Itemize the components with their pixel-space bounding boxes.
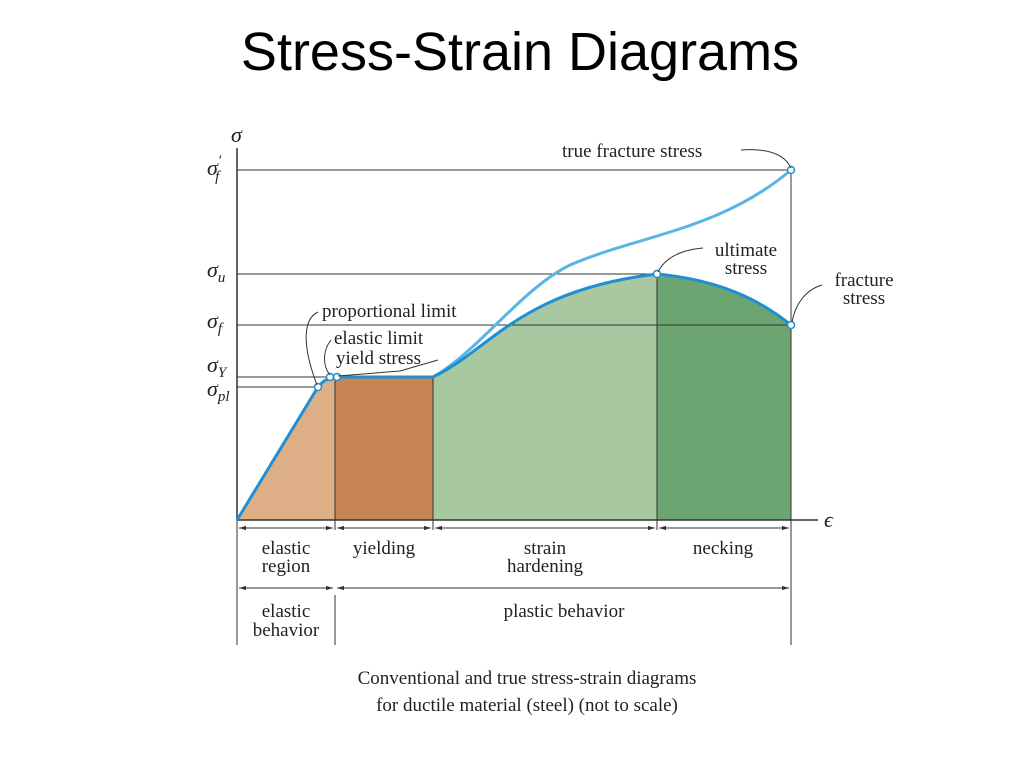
x-symbol: ϵ xyxy=(824,507,834,532)
region-label: hardening xyxy=(507,556,583,577)
points xyxy=(313,165,796,392)
subscript: Y xyxy=(218,365,228,381)
stress-labels: σ′ f σu σf σY σpl xyxy=(207,153,230,405)
y-symbol: σ xyxy=(231,122,243,147)
leaders xyxy=(305,149,823,386)
annotation: yield stress xyxy=(336,348,421,369)
title: Stress-Strain Diagrams xyxy=(241,22,799,82)
hardening-area xyxy=(433,274,657,520)
subscript: pl xyxy=(217,389,230,405)
svg-text:σf: σf xyxy=(207,308,224,337)
subscript: u xyxy=(218,270,226,286)
annotation: stress xyxy=(725,258,767,279)
subscript: f xyxy=(215,169,221,185)
behavior-label: behavior xyxy=(253,620,320,641)
annotation: true fracture stress xyxy=(562,141,702,162)
svg-text:σpl: σpl xyxy=(207,376,230,405)
caption: for ductile material (steel) (not to sca… xyxy=(376,695,678,716)
region-label: yielding xyxy=(353,538,416,559)
region-label: elastic xyxy=(262,538,311,559)
behavior-label: elastic xyxy=(262,601,311,622)
region-label: necking xyxy=(693,538,754,559)
subscript: f xyxy=(218,321,224,337)
behavior-label: plastic behavior xyxy=(504,601,625,622)
symbol: σ xyxy=(207,257,219,282)
caption: Conventional and true stress-strain diag… xyxy=(358,668,697,689)
symbol: σ xyxy=(207,155,219,180)
region-label: strain xyxy=(524,538,567,559)
symbol: σ xyxy=(207,376,219,401)
necking-area xyxy=(657,274,791,520)
region-arrows xyxy=(239,525,789,591)
elastic-area xyxy=(237,377,335,520)
svg-text:σY: σY xyxy=(207,352,228,381)
annotation: proportional limit xyxy=(322,301,457,322)
svg-text:σu: σu xyxy=(207,257,225,286)
annotation: elastic limit xyxy=(334,328,424,349)
symbol: σ xyxy=(207,308,219,333)
annotation: ultimate xyxy=(715,240,777,261)
annotation: stress xyxy=(843,288,885,309)
region-label: region xyxy=(262,556,311,577)
true-curve xyxy=(432,168,792,379)
svg-text:σ′f: σ′ f xyxy=(207,153,222,185)
superscript: ′ xyxy=(218,153,222,169)
yield-area xyxy=(335,377,433,520)
annotation: fracture xyxy=(834,270,893,291)
reference-lines xyxy=(236,169,792,645)
symbol: σ xyxy=(207,352,219,377)
